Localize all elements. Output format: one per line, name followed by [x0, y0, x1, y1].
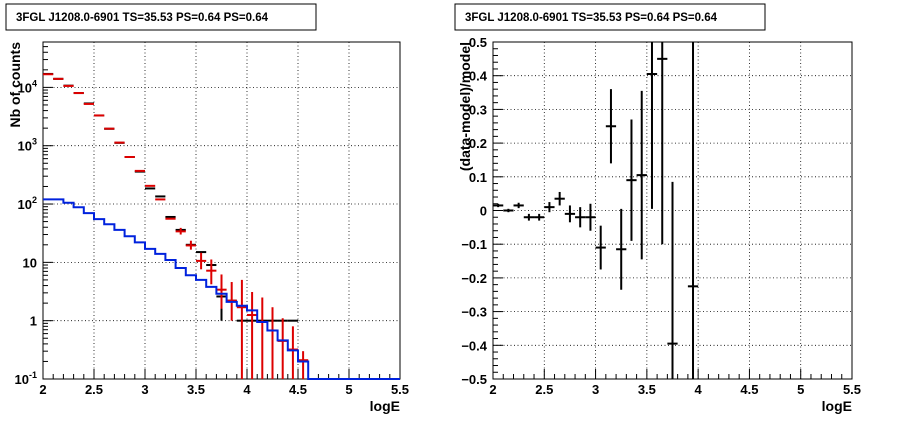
- model-point: [277, 318, 288, 379]
- y-tick-label: 10-1: [15, 370, 37, 387]
- y-tick-exponent: 4: [32, 78, 37, 88]
- residual-point: [657, 42, 668, 245]
- residual-point: [585, 203, 596, 231]
- y-tick-label: 104: [18, 78, 37, 95]
- model-point: [206, 259, 217, 285]
- residual-point: [646, 42, 658, 209]
- residual-point: [554, 191, 565, 206]
- y-tick-base: 10: [18, 139, 32, 154]
- y-axis-label: Nb of counts: [7, 42, 23, 128]
- y-axis-label: (data-model)/model: [457, 42, 473, 171]
- model-point: [236, 279, 247, 379]
- model-point: [185, 240, 196, 250]
- y-tick-exponent: 3: [32, 137, 37, 147]
- y-tick-base: 10: [18, 80, 32, 95]
- model-point: [298, 351, 309, 379]
- model-point: [216, 274, 227, 309]
- model-point: [257, 297, 268, 379]
- residual-point: [595, 225, 606, 270]
- residual-point: [503, 208, 514, 213]
- x-tick-label: 5.5: [391, 382, 409, 397]
- x-tick-label: 3: [141, 382, 148, 397]
- y-tick-label: −0.1: [461, 237, 487, 252]
- residual-point: [564, 205, 576, 223]
- residual-point: [605, 89, 617, 164]
- residual-point: [616, 208, 627, 290]
- y-tick-label: 0: [480, 204, 487, 219]
- y-tick-label: 102: [18, 195, 37, 212]
- x-tick-label: 4.5: [740, 382, 758, 397]
- x-tick-label: 4.5: [289, 382, 307, 397]
- y-tick-label: −0.4: [461, 338, 487, 353]
- residual-point: [513, 202, 524, 209]
- model-point: [267, 307, 278, 379]
- title-box: [454, 3, 766, 31]
- y-tick-base: 10: [18, 197, 32, 212]
- model-step-line: [43, 198, 400, 380]
- residual-point: [636, 90, 647, 260]
- y-tick-label: 0.3: [469, 102, 487, 117]
- residual-panel: 3FGL J1208.0-6901 TS=35.53 PS=0.64 PS=0.…: [454, 3, 861, 414]
- residual-point: [544, 202, 555, 213]
- model-point: [287, 326, 298, 379]
- chart-title: 3FGL J1208.0-6901 TS=35.53 PS=0.64 PS=0.…: [16, 12, 269, 24]
- x-tick-label: 5.5: [843, 382, 861, 397]
- x-tick-label: 5: [345, 382, 352, 397]
- residual-point: [575, 207, 586, 228]
- residual-point: [534, 213, 545, 221]
- model-point: [247, 292, 258, 379]
- x-tick-label: 3: [592, 382, 599, 397]
- x-axis-label: logE: [370, 398, 400, 414]
- x-tick-label: 2: [39, 382, 46, 397]
- x-tick-label: 2.5: [85, 382, 103, 397]
- x-axis-label: logE: [822, 398, 852, 414]
- y-tick-base: 10: [15, 372, 29, 387]
- x-tick-label: 3.5: [638, 382, 656, 397]
- residual-point: [523, 213, 535, 221]
- plot-frame: [42, 41, 401, 380]
- y-tick-label: 1: [30, 314, 37, 329]
- x-tick-label: 5: [797, 382, 804, 397]
- residual-point: [626, 119, 637, 241]
- y-tick-exponent: -1: [29, 370, 37, 380]
- y-tick-label: 10: [23, 255, 37, 270]
- x-tick-label: 2: [489, 382, 496, 397]
- y-tick-label: −0.2: [461, 271, 487, 286]
- y-tick-label: 0.5: [469, 35, 487, 50]
- x-tick-label: 4: [695, 382, 703, 397]
- y-tick-label: −0.3: [461, 305, 487, 320]
- x-tick-label: 4: [243, 382, 251, 397]
- y-tick-exponent: 2: [32, 195, 37, 205]
- y-tick-label: 0.4: [469, 69, 488, 84]
- x-tick-label: 3.5: [187, 382, 205, 397]
- title-box: [5, 3, 317, 31]
- y-tick-label: 0.1: [469, 170, 487, 185]
- residual-point: [493, 203, 504, 208]
- model-point: [196, 252, 207, 270]
- x-tick-label: 2.5: [535, 382, 553, 397]
- counts-panel: 3FGL J1208.0-6901 TS=35.53 PS=0.64 PS=0.…: [5, 3, 409, 414]
- model-point: [175, 227, 186, 235]
- y-tick-label: 103: [18, 137, 37, 154]
- chart-title: 3FGL J1208.0-6901 TS=35.53 PS=0.64 PS=0.…: [465, 12, 718, 24]
- residual-point: [667, 181, 678, 379]
- y-tick-label: 0.2: [469, 136, 487, 151]
- y-tick-label: −0.5: [461, 372, 487, 387]
- residual-point: [687, 42, 699, 379]
